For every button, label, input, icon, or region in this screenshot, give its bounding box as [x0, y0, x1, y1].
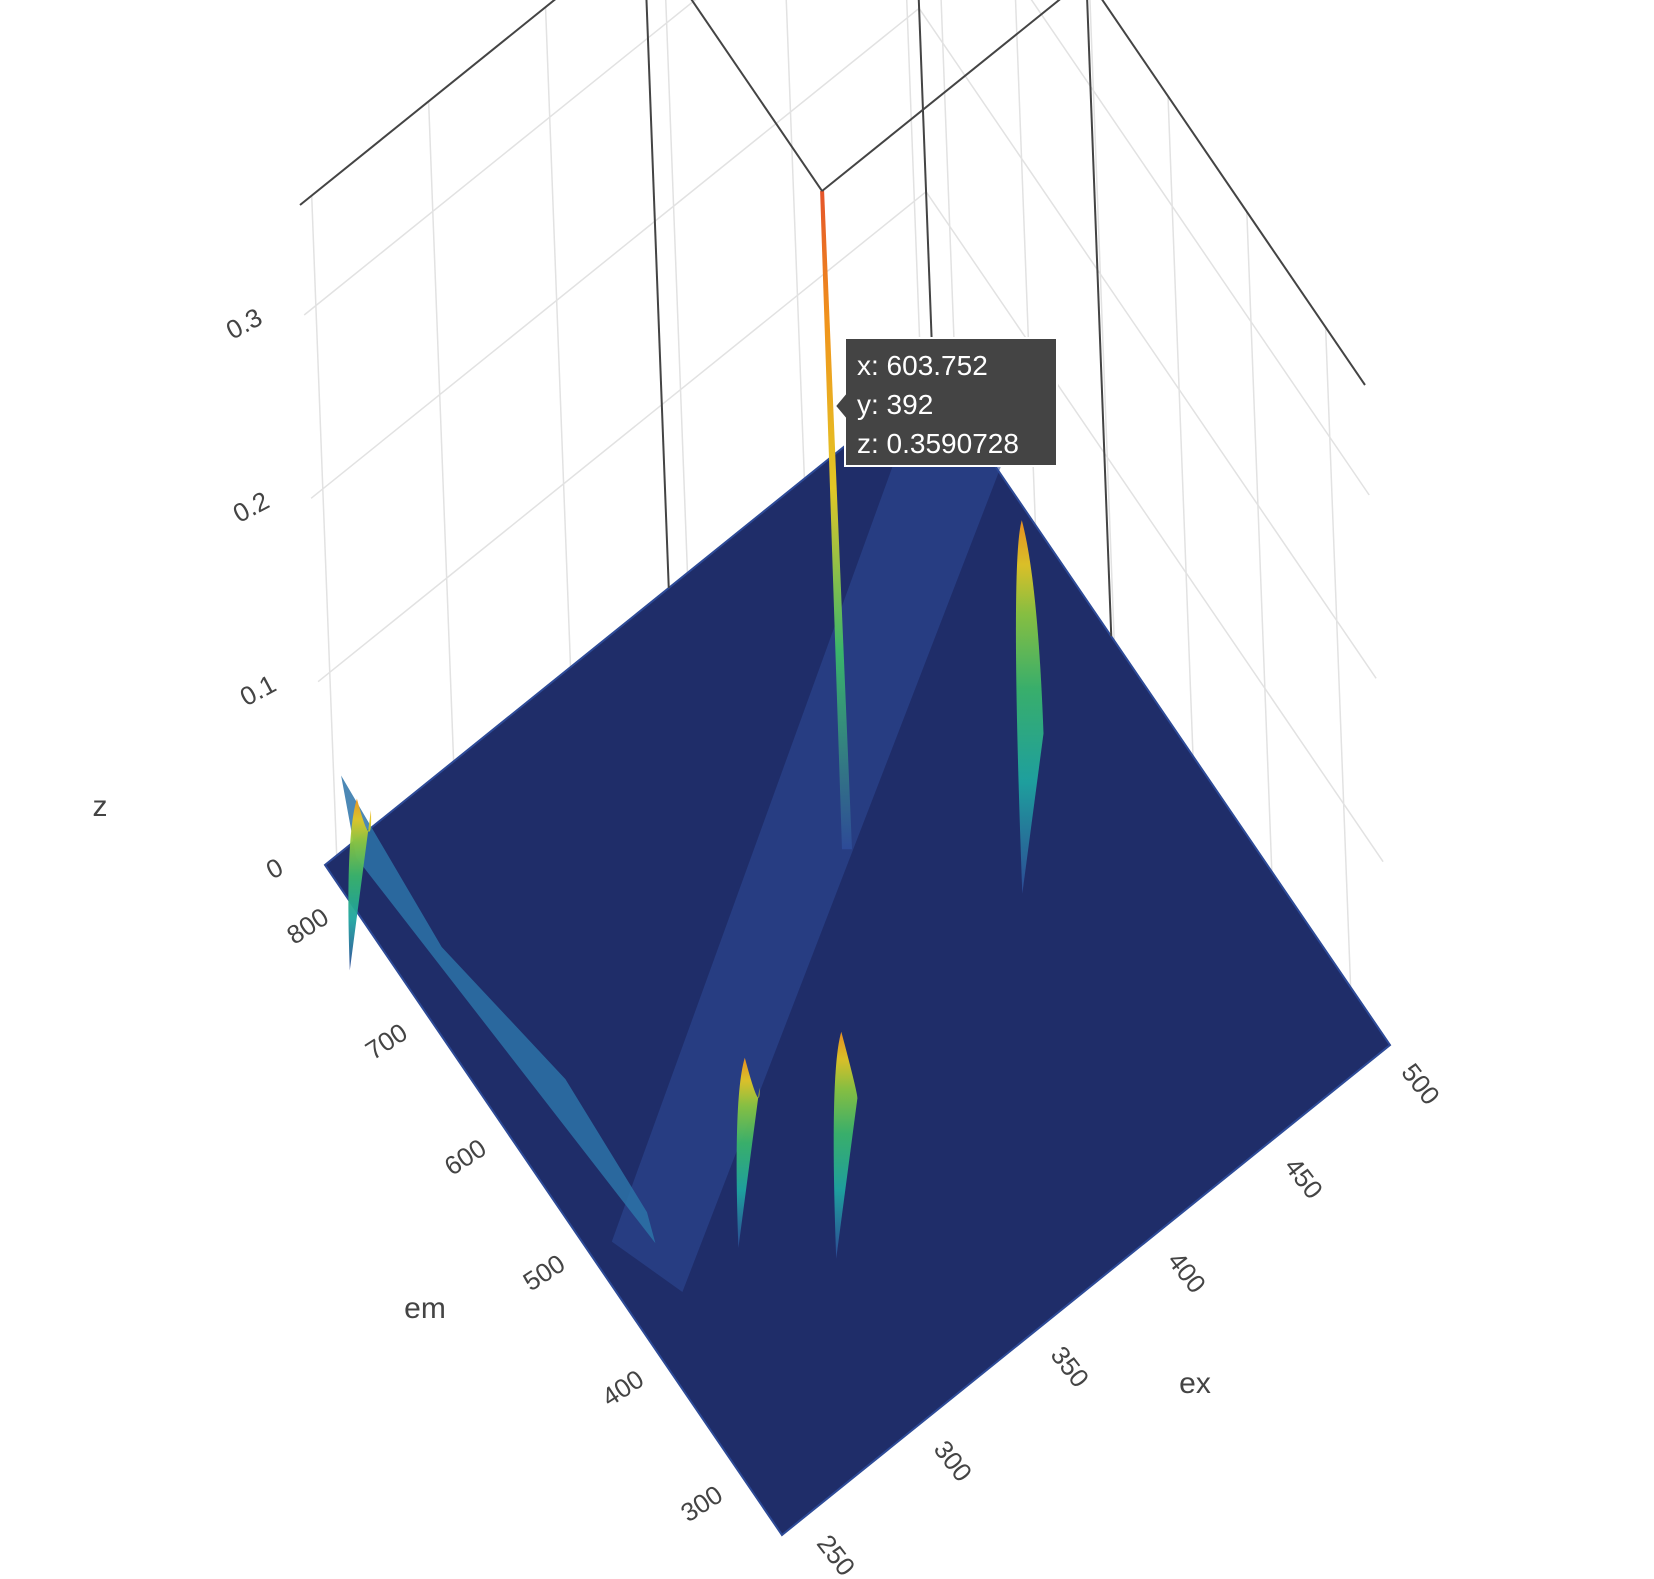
x-gridline: [665, 0, 689, 573]
tooltip-z: z: 0.3590728: [857, 428, 1019, 459]
y-gridline: [1167, 96, 1194, 757]
z-tick-label: 0.3: [221, 302, 267, 345]
peak-mound: [833, 1031, 858, 1259]
frame-edge: [1101, 0, 1366, 386]
tooltip-box: [833, 337, 1058, 467]
surface: [323, 191, 1392, 1537]
y-gridline: [1324, 327, 1352, 988]
y-gridline: [1246, 211, 1273, 872]
x-gridline: [427, 101, 455, 762]
z-tick-label: 0: [261, 852, 288, 885]
z-tick-label: 0.1: [235, 668, 281, 711]
main-spike: [820, 191, 852, 850]
x-gridline: [785, 0, 806, 479]
frame-edge: [299, 0, 556, 206]
y-tick-label: 400: [596, 1364, 649, 1413]
y-axis-title: em: [404, 1292, 446, 1325]
axis-frame: [299, 0, 1366, 386]
z-gridline: [303, 0, 1370, 496]
tooltip-x: x: 603.752: [857, 350, 988, 381]
edge-ridge: [341, 775, 656, 1244]
spike-line: [1086, 0, 1113, 637]
z-axis: 0 0.1 0.2 0.3: [221, 302, 288, 885]
x-tick-label: 250: [811, 1529, 861, 1579]
x-gridline: [310, 195, 338, 856]
peak-mound: [1015, 520, 1044, 894]
x-tick-label: 450: [1279, 1152, 1329, 1205]
y-gridline: [940, 0, 958, 410]
x-tick-label: 400: [1162, 1246, 1212, 1299]
surface-floor: [323, 373, 1392, 1537]
y-tick-label: 300: [675, 1479, 728, 1528]
spike-line: [690, 0, 823, 192]
x-tick-label: 300: [928, 1435, 978, 1488]
z-axis-title: z: [93, 790, 108, 823]
y-tick-label: 800: [281, 902, 334, 951]
peak-mound: [736, 1057, 760, 1248]
x-tick-label: 350: [1045, 1340, 1095, 1393]
peak-mound: [348, 798, 372, 971]
x-axis-title: ex: [1179, 1367, 1211, 1400]
x-gridline: [544, 7, 572, 668]
spike-line: [821, 0, 1061, 192]
frame-edge: [917, 0, 934, 376]
spike-lines: [645, 0, 1113, 637]
tooltip-y: y: 392: [857, 389, 933, 420]
x-gridline: [905, 0, 923, 385]
spike-line: [645, 0, 670, 588]
hover-tooltip: x: 603.752 y: 392 z: 0.3590728: [833, 337, 1058, 467]
y-tick-label: 600: [439, 1133, 492, 1182]
scatter-band: [611, 356, 1004, 1292]
z-tick-label: 0.2: [228, 485, 274, 528]
grid-lines: [303, 0, 1391, 1046]
y-tick-label: 500: [518, 1248, 571, 1297]
x-tick-label: 500: [1396, 1058, 1446, 1111]
y-tick-label: 700: [360, 1017, 413, 1066]
y-gridline: [1089, 0, 1115, 641]
